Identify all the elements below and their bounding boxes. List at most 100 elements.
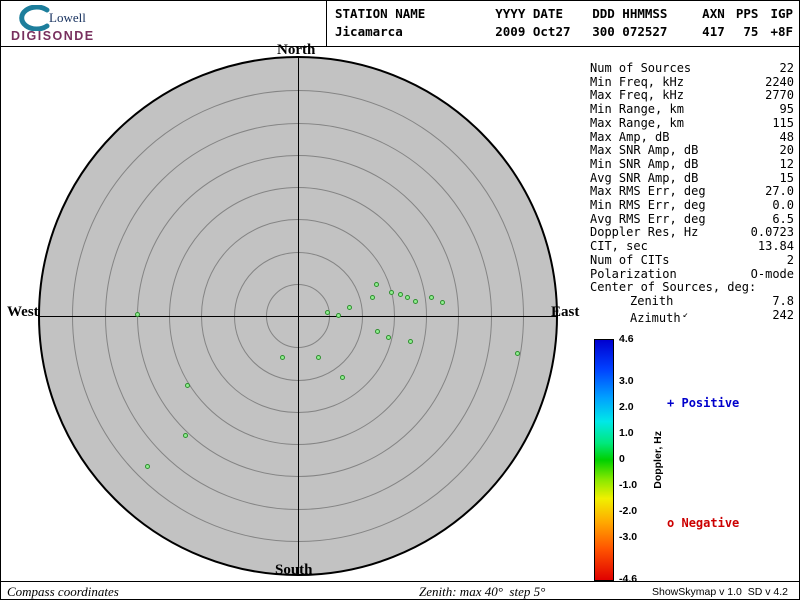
stat-row-zenith: Zenith 7.8: [590, 293, 794, 309]
skymap-source-19: [340, 375, 345, 380]
stat-value-max-amp-db: 48: [779, 129, 794, 144]
colorbar-tick-3.0: 3.0: [619, 374, 634, 387]
stat-label-doppler-res-hz: Doppler Res, Hz: [590, 225, 699, 240]
header-axn-label: AXN: [702, 6, 725, 21]
skymap-source-1: [135, 312, 140, 317]
stat-row-num-of-sources: Num of Sources 22: [590, 61, 794, 76]
stat-label-polarization: Polarization: [590, 266, 677, 281]
lowell-swoosh-icon: [19, 5, 50, 31]
colorbar-tick--1.0: -1.0: [619, 479, 638, 492]
doppler-colorbar: [594, 339, 614, 581]
legend-negative: o Negative: [667, 516, 739, 530]
skymap-source-10: [413, 299, 418, 304]
stat-value-max-snr-amp-db: 20: [779, 143, 794, 158]
header-divider: [1, 46, 799, 47]
stat-row-polarization: Polarization O-mode: [590, 266, 794, 282]
stat-value-min-rms-err-deg: 0.0: [772, 198, 794, 213]
colorbar-tick-labels: 4.6 3.0 2.0 1.0 0 -1.0 -2.0 -3.0 -4.6: [619, 333, 651, 585]
stat-label-max-freq-khz: Max Freq, kHz: [590, 88, 684, 103]
legend-positive: + Positive: [667, 396, 739, 410]
stat-row-max-range-km: Max Range, km 115: [590, 115, 794, 131]
logo-digisonde-text: DIGISONDE: [11, 29, 95, 43]
skymap-source-12: [440, 300, 445, 305]
header-values-row: Jicamarca 2009 Oct27 300 072527 417 75 +8F: [327, 23, 799, 41]
compass-east-label: East: [551, 304, 580, 320]
footer-zenith-note: Zenith: max 40° step 5°: [419, 584, 546, 599]
footer-version: ShowSkymap v 1.0 SD v 4.2: [652, 586, 788, 598]
stat-value-zenith: 7.8: [772, 293, 794, 308]
stat-label-min-rms-err-deg: Min RMS Err, deg: [590, 198, 706, 213]
skymap-source-21: [183, 433, 188, 438]
header-table: STATION NAME YYYY DATE DDD HHMMSS AXN PPS IGP…: [326, 1, 799, 46]
stat-label-max-amp-db: Max Amp, dB: [590, 129, 670, 144]
lowell-digisonde-logo: Lowell DIGISONDE: [9, 4, 139, 46]
header-ddd-hhmmss-value: 300 072527: [592, 24, 668, 39]
header-date-value: 2009 Oct27: [495, 24, 571, 39]
stat-row-max-snr-amp-db: Max SNR Amp, dB 20: [590, 144, 794, 158]
stat-label-max-range-km: Max Range, km: [590, 115, 684, 130]
footer-divider: [1, 581, 799, 582]
stat-value-max-rms-err-deg: 27.0: [765, 184, 794, 199]
header-pps-label: PPS: [735, 6, 759, 21]
stat-row-doppler-res-hz: Doppler Res, Hz 0.0723: [590, 226, 794, 240]
skymap-source-11: [429, 295, 434, 300]
stat-value-min-freq-khz: 2240: [765, 74, 794, 89]
header-date-label: YYYY DATE: [495, 6, 563, 21]
skymap-source-14: [386, 335, 391, 340]
header-igp-value: +8F: [770, 24, 794, 39]
stat-label-azimuth: Azimuth ↙: [630, 309, 688, 325]
stat-label-min-snr-amp-db: Min SNR Amp, dB: [590, 156, 699, 171]
stat-label-zenith: Zenith: [630, 293, 674, 308]
stat-label-avg-snr-amp-db: Avg SNR Amp, dB: [590, 170, 699, 185]
skymap-source-18: [316, 355, 321, 360]
east-west-axis: [38, 316, 558, 317]
stat-row-num-of-cits: Num of CITs 2: [590, 252, 794, 268]
header-axn-value: 417: [702, 24, 725, 39]
footer-coordinates-note: Compass coordinates: [7, 584, 119, 599]
colorbar-tick-2.0: 2.0: [619, 400, 634, 413]
legend-negative-text: Negative: [681, 516, 740, 530]
doppler-axis-label: Doppler, Hz: [651, 339, 665, 581]
skymap-source-4: [347, 305, 352, 310]
azimuth-direction-icon: ↙: [682, 309, 688, 320]
stat-value-num-of-sources: 22: [779, 61, 794, 75]
stat-label-num-of-cits: Num of CITs: [590, 252, 670, 267]
stat-row-avg-snr-amp-db: Avg SNR Amp, dB 15: [590, 170, 794, 186]
stat-label-cit-sec: CIT, sec: [590, 239, 648, 254]
stat-row-min-rms-err-deg: Min RMS Err, deg 0.0: [590, 198, 794, 213]
skymap-source-20: [185, 383, 190, 388]
stat-value-min-range-km: 95: [779, 102, 794, 117]
stat-row-cit-sec: CIT, sec 13.84: [590, 239, 794, 254]
stat-label-max-rms-err-deg: Max RMS Err, deg: [590, 184, 706, 199]
stat-row-center-of-sources-deg: Center of Sources, deg:: [590, 281, 794, 295]
header-station-name-value: Jicamarca: [335, 24, 403, 39]
stat-label-avg-rms-err-deg: Avg RMS Err, deg: [590, 211, 706, 226]
stat-row-min-snr-amp-db: Min SNR Amp, dB 12: [590, 156, 794, 172]
compass-south-label: South: [275, 562, 313, 578]
stat-label-min-freq-khz: Min Freq, kHz: [590, 74, 684, 89]
skymap-source-9: [405, 295, 410, 300]
compass-north-label: North: [277, 42, 316, 58]
colorbar-tick-4.6: 4.6: [619, 333, 634, 345]
stat-row-max-rms-err-deg: Max RMS Err, deg 27.0: [590, 185, 794, 199]
stat-row-min-range-km: Min Range, km 95: [590, 102, 794, 117]
colorbar-tick-1.0: 1.0: [619, 426, 634, 439]
stat-value-min-snr-amp-db: 12: [779, 156, 794, 171]
colorbar-tick--4.6: -4.6: [619, 573, 638, 585]
skymap-source-5: [370, 295, 375, 300]
skymap-source-13: [375, 329, 380, 334]
stat-row-avg-rms-err-deg: Avg RMS Err, deg 6.5: [590, 211, 794, 227]
compass-west-label: West: [7, 304, 39, 320]
skymap-source-15: [408, 339, 413, 344]
header-igp-label: IGP: [770, 6, 794, 21]
stat-row-min-freq-khz: Min Freq, kHz 2240: [590, 74, 794, 90]
legend-positive-text: Positive: [681, 396, 740, 410]
stat-label-center-of-sources-deg: Center of Sources, deg:: [590, 280, 757, 295]
stat-value-polarization: O-mode: [750, 266, 794, 281]
stat-label-num-of-sources: Num of Sources: [590, 61, 692, 75]
stat-label-max-snr-amp-db: Max SNR Amp, dB: [590, 143, 699, 158]
stat-value-avg-snr-amp-db: 15: [779, 170, 794, 185]
stat-row-azimuth: Azimuth ↙ 242: [590, 308, 794, 326]
